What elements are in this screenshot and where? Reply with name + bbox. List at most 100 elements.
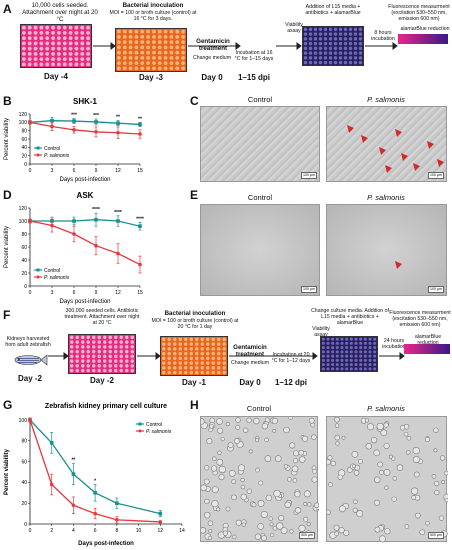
cell (220, 437, 225, 442)
well (80, 46, 85, 51)
well (354, 367, 358, 371)
well (217, 347, 221, 351)
well (211, 356, 215, 361)
well (359, 363, 363, 367)
well (22, 57, 26, 62)
well (353, 32, 358, 36)
well (345, 363, 349, 367)
well (114, 359, 118, 363)
well (359, 367, 363, 371)
well (140, 55, 145, 60)
zebrafish-icon (14, 354, 48, 366)
well (130, 345, 134, 349)
data-point (49, 482, 54, 487)
well (354, 341, 358, 345)
legend-label: P. salmonis (146, 429, 172, 435)
well (92, 354, 96, 359)
x-tick-label: 3 (51, 290, 54, 296)
cell (433, 480, 440, 487)
e-control-scale: 100 µm (300, 286, 317, 293)
cell (257, 523, 264, 530)
well (125, 345, 129, 349)
well (45, 57, 50, 62)
well (167, 347, 171, 351)
well (343, 46, 348, 51)
cell (415, 512, 421, 519)
well (128, 34, 133, 39)
well (167, 366, 171, 370)
well (328, 27, 333, 32)
well (303, 56, 308, 60)
well (81, 359, 85, 363)
f-plate-pink (68, 334, 136, 374)
y-tick-label: 100 (19, 219, 28, 225)
a-plate-orange (115, 28, 187, 72)
c-control-micrograph: 100 µm (200, 106, 320, 182)
well (328, 37, 333, 41)
well (189, 337, 193, 342)
e-control-title: Control (247, 193, 273, 202)
well (80, 57, 85, 62)
well (130, 349, 134, 354)
cell (209, 423, 214, 429)
cell (241, 522, 246, 527)
cell (246, 417, 252, 423)
cell (388, 454, 393, 459)
well (217, 356, 221, 361)
well (328, 51, 333, 55)
well (354, 358, 358, 362)
data-point (71, 472, 76, 476)
cell (351, 450, 359, 458)
e-salmonis-scale: 100 µm (427, 286, 444, 293)
well (333, 60, 338, 65)
well (119, 364, 123, 368)
well (114, 354, 118, 359)
well (22, 36, 26, 41)
well (128, 50, 133, 55)
cell (298, 449, 304, 456)
well (189, 356, 193, 361)
well (211, 342, 215, 346)
well (358, 27, 363, 32)
cell (201, 527, 207, 534)
well (130, 340, 134, 344)
well (178, 370, 182, 375)
well (211, 370, 215, 375)
data-point (49, 441, 54, 445)
cell (367, 423, 374, 431)
well (178, 356, 182, 361)
well (343, 60, 348, 65)
cell (327, 455, 333, 461)
cell (404, 524, 410, 529)
cell (431, 473, 437, 479)
well (39, 30, 44, 35)
well (51, 30, 55, 35)
well (103, 364, 107, 368)
x-axis-label: Days post-infection (59, 299, 110, 305)
well (75, 349, 79, 354)
chart-title: Zebrafish kidney primary cell culture (45, 403, 167, 410)
well (27, 41, 32, 46)
well (134, 34, 139, 39)
well (157, 45, 162, 50)
cell (288, 417, 294, 420)
well (57, 41, 61, 46)
a-step4-text: Incubation at 16 °C for 1–15 days (234, 50, 274, 62)
well (62, 36, 67, 41)
h-control-cells (201, 417, 319, 541)
well (333, 32, 338, 36)
well (22, 30, 26, 35)
well (51, 57, 55, 62)
well (103, 345, 107, 349)
well (157, 50, 162, 55)
well (81, 340, 85, 344)
well (45, 41, 50, 46)
well (27, 30, 32, 35)
well (195, 337, 199, 342)
a-day-2: Day -3 (138, 73, 163, 82)
well (86, 57, 90, 62)
well (340, 350, 344, 354)
legend-marker (36, 275, 40, 279)
y-tick-label: 20 (21, 153, 27, 159)
well (74, 36, 79, 41)
